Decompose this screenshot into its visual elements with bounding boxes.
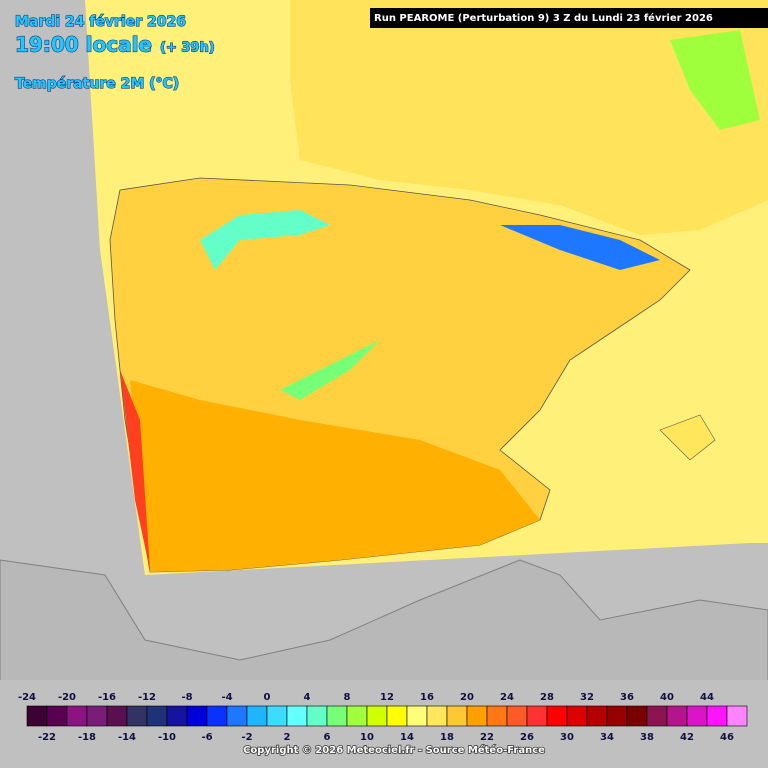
legend-label: -14 [118, 732, 136, 743]
legend-label: 14 [400, 732, 414, 743]
legend-label: 12 [380, 692, 394, 703]
legend-label: 18 [440, 732, 454, 743]
legend-swatch [66, 705, 88, 727]
legend-swatch [486, 705, 508, 727]
legend-swatch [246, 705, 268, 727]
run-label: Run PEAROME (Perturbation 9) 3 Z du Lund… [374, 12, 713, 24]
legend-swatch [46, 705, 68, 727]
run-box [370, 8, 768, 28]
legend-label: 16 [420, 692, 434, 703]
legend-swatch [706, 705, 728, 727]
legend-swatch [566, 705, 588, 727]
legend-swatch [506, 705, 528, 727]
legend-swatch [86, 705, 108, 727]
balearic-islands [659, 414, 716, 461]
legend-swatch [406, 705, 428, 727]
alps-cold [670, 30, 760, 130]
legend-swatch [546, 705, 568, 727]
legend-swatch [646, 705, 668, 727]
legend-label: -20 [58, 692, 76, 703]
legend-label: 26 [520, 732, 534, 743]
legend-label: 6 [324, 732, 331, 743]
warm-south [130, 380, 540, 572]
legend-label: 10 [360, 732, 374, 743]
legend-swatch [426, 705, 448, 727]
legend-label: 44 [700, 692, 714, 703]
date-label: Mardi 24 février 2026 [15, 14, 186, 30]
legend-swatch [466, 705, 488, 727]
legend-label: -22 [38, 732, 56, 743]
legend-label: 30 [560, 732, 574, 743]
legend-label: -12 [138, 692, 156, 703]
legend-label: -4 [221, 692, 232, 703]
legend-label: 24 [500, 692, 514, 703]
legend-label: 28 [540, 692, 554, 703]
legend-swatch [26, 705, 48, 727]
legend-swatch [206, 705, 228, 727]
legend-label: 2 [284, 732, 291, 743]
legend-label: 36 [620, 692, 634, 703]
legend-label: 20 [460, 692, 474, 703]
lead-label: (+ 39h) [160, 41, 215, 56]
parameter-label: Température 2M (°C) [15, 76, 179, 92]
legend-swatch [326, 705, 348, 727]
legend-swatch [166, 705, 188, 727]
pyrenees-cold [500, 225, 660, 270]
legend-label: -10 [158, 732, 176, 743]
legend-label: -6 [201, 732, 212, 743]
legend-swatch [266, 705, 288, 727]
legend: -24-22-20-18-16-14-12-10-8-6-4-202468101… [18, 692, 748, 743]
time-label: 19:00 locale [15, 33, 152, 57]
legend-swatch [226, 705, 248, 727]
legend-swatch [686, 705, 708, 727]
legend-swatch [346, 705, 368, 727]
legend-swatch [306, 705, 328, 727]
legend-swatch [526, 705, 548, 727]
legend-label: -18 [78, 732, 96, 743]
legend-swatch [626, 705, 648, 727]
legend-label: 32 [580, 692, 594, 703]
legend-swatch [586, 705, 608, 727]
legend-swatch [386, 705, 408, 727]
legend-label: 4 [304, 692, 311, 703]
legend-label: 34 [600, 732, 614, 743]
legend-swatch [286, 705, 308, 727]
legend-label: -24 [18, 692, 36, 703]
legend-label: 42 [680, 732, 694, 743]
france-land [290, 0, 768, 235]
legend-label: 0 [264, 692, 271, 703]
legend-swatch [606, 705, 628, 727]
central-cold [280, 340, 380, 400]
hot-coast [120, 370, 150, 570]
copyright: Copyright © 2026 Meteociel.fr - Source M… [243, 744, 545, 756]
legend-swatch [126, 705, 148, 727]
legend-swatch [146, 705, 168, 727]
legend-swatch [446, 705, 468, 727]
legend-swatch [726, 705, 748, 727]
legend-label: 40 [660, 692, 674, 703]
legend-swatch [106, 705, 128, 727]
legend-swatch [186, 705, 208, 727]
legend-label: 8 [344, 692, 351, 703]
legend-label: -8 [181, 692, 192, 703]
legend-swatch [366, 705, 388, 727]
legend-label: 22 [480, 732, 494, 743]
legend-label: 46 [720, 732, 734, 743]
cantabrian-cold [200, 210, 330, 270]
legend-label: -16 [98, 692, 116, 703]
legend-swatch [666, 705, 688, 727]
legend-label: 38 [640, 732, 654, 743]
legend-label: -2 [241, 732, 252, 743]
